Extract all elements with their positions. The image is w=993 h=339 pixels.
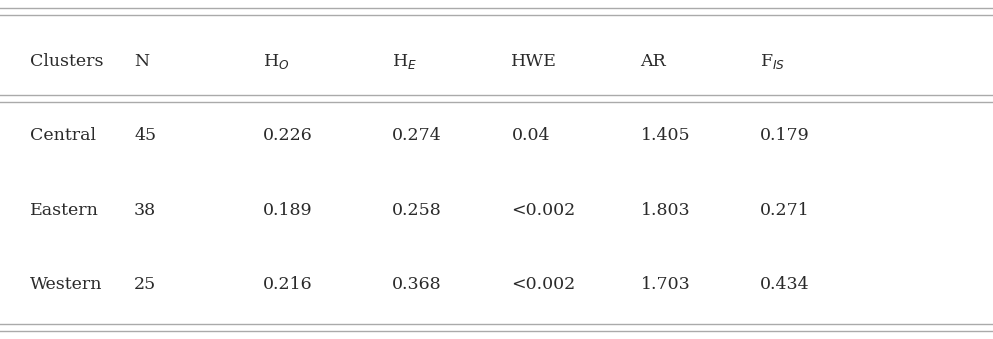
Text: Eastern: Eastern <box>30 202 98 219</box>
Text: 0.258: 0.258 <box>392 202 442 219</box>
Text: H$_E$: H$_E$ <box>392 52 417 71</box>
Text: 0.189: 0.189 <box>263 202 313 219</box>
Text: 0.226: 0.226 <box>263 127 313 144</box>
Text: 1.703: 1.703 <box>640 276 690 293</box>
Text: 0.274: 0.274 <box>392 127 442 144</box>
Text: <0.002: <0.002 <box>511 276 576 293</box>
Text: 0.216: 0.216 <box>263 276 313 293</box>
Text: 0.434: 0.434 <box>760 276 809 293</box>
Text: F$_{IS}$: F$_{IS}$ <box>760 52 784 71</box>
Text: AR: AR <box>640 53 666 69</box>
Text: 1.405: 1.405 <box>640 127 690 144</box>
Text: HWE: HWE <box>511 53 557 69</box>
Text: Western: Western <box>30 276 102 293</box>
Text: 0.271: 0.271 <box>760 202 809 219</box>
Text: <0.002: <0.002 <box>511 202 576 219</box>
Text: 45: 45 <box>134 127 156 144</box>
Text: 0.179: 0.179 <box>760 127 809 144</box>
Text: 1.803: 1.803 <box>640 202 690 219</box>
Text: N: N <box>134 53 149 69</box>
Text: Central: Central <box>30 127 95 144</box>
Text: 38: 38 <box>134 202 156 219</box>
Text: 25: 25 <box>134 276 156 293</box>
Text: Clusters: Clusters <box>30 53 103 69</box>
Text: 0.368: 0.368 <box>392 276 442 293</box>
Text: 0.04: 0.04 <box>511 127 550 144</box>
Text: H$_O$: H$_O$ <box>263 52 290 71</box>
